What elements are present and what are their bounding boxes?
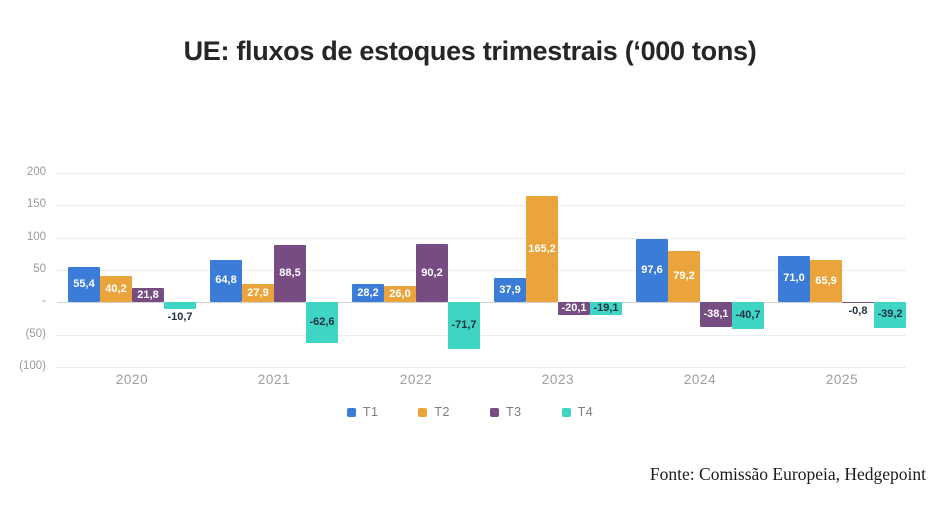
x-tick-label-2024: 2024 (683, 372, 717, 387)
bar-t1-2020 (68, 266, 100, 303)
bar-t4-2020 (164, 302, 196, 310)
bar-t4-2025 (874, 302, 906, 328)
bar-t3-2024 (700, 302, 732, 327)
bar-value-label: 27,9 (247, 287, 269, 300)
y-tick-label: 200 (26, 166, 46, 178)
bar-t1-2022 (352, 284, 384, 303)
bar-value-label: -71,7 (451, 319, 477, 332)
gridline (57, 205, 905, 207)
x-tick-label-2022: 2022 (399, 372, 433, 387)
bar-value-label: 79,2 (673, 270, 695, 283)
legend-label: T2 (434, 405, 450, 419)
zero-line (57, 302, 905, 304)
legend-item-t3: T3 (490, 405, 522, 419)
legend: T1 T2 T3 T4 (0, 405, 940, 419)
bar-value-label: 64,8 (215, 274, 237, 287)
bar-t2-2022 (384, 285, 416, 303)
bar-t4-2022 (448, 302, 480, 349)
bar-value-label: 28,2 (357, 287, 379, 300)
bar-value-label: -20,1 (561, 302, 587, 315)
bar-t2-2020 (100, 276, 132, 303)
bar-t3-2022 (416, 244, 448, 303)
x-tick-label-2023: 2023 (541, 372, 575, 387)
bar-t2-2024 (668, 251, 700, 303)
bar-value-label: 21,8 (137, 289, 159, 302)
y-tick-label: - (42, 295, 46, 308)
gridline (57, 367, 905, 368)
legend-swatch-t1 (346, 407, 356, 417)
legend-swatch-t3 (490, 407, 499, 417)
legend-item-t4: T4 (561, 405, 594, 419)
bar-t1-2024 (636, 239, 668, 303)
bar-chart: 200 150 100 50 - (50) (100) 55,4 40,2 21,8 -10,7 6… (0, 166, 940, 443)
bar-value-label: -39,2 (877, 308, 903, 321)
gridline (57, 270, 905, 271)
page-title: UE: fluxos de estoques trimestrais (‘000… (183, 36, 757, 66)
bar-t3-2021 (274, 245, 306, 303)
x-tick-label-2020: 2020 (115, 372, 149, 387)
bar-value-label: -40,7 (735, 309, 761, 322)
bar-t3-2025 (842, 302, 874, 303)
x-axis: 2020 2021 2022 2023 2024 2025 (57, 372, 905, 392)
gridline (57, 334, 905, 336)
bar-t2-2021 (242, 284, 274, 303)
bar-value-label: 71,0 (783, 272, 805, 285)
bar-t2-2023 (526, 195, 558, 303)
bar-value-label: -62,6 (309, 316, 335, 329)
bar-t1-2023 (494, 277, 526, 303)
bar-t4-2024 (732, 302, 764, 329)
bar-value-label: 88,5 (279, 267, 301, 280)
plot-area: 55,4 40,2 21,8 -10,7 64,8 27,9 88,5 -62,6 28,2 26… (57, 173, 906, 368)
bar-value-label: -19,1 (593, 302, 619, 315)
gridline (57, 237, 905, 239)
bar-t1-2025 (778, 256, 810, 303)
bar-value-label: -0,8 (848, 304, 868, 317)
y-tick-label: 150 (26, 198, 46, 211)
y-tick-label: 50 (33, 263, 46, 275)
x-tick-label-2025: 2025 (825, 372, 859, 387)
bar-value-label: 40,2 (105, 283, 127, 296)
bar-t3-2020 (132, 288, 164, 303)
y-tick-label: 100 (26, 230, 46, 243)
bar-value-label: 97,6 (641, 264, 663, 277)
bar-value-label: 55,4 (73, 277, 95, 290)
gridline (57, 173, 905, 174)
bar-value-label: -10,7 (167, 311, 193, 324)
x-tick-label-2021: 2021 (257, 372, 291, 387)
bar-t4-2023 (590, 302, 622, 315)
bar-value-label: 165,2 (528, 242, 556, 255)
legend-label: T1 (362, 405, 379, 419)
bar-value-label: 90,2 (421, 267, 443, 279)
y-tick-label: (50) (25, 327, 46, 340)
bar-value-label: 37,9 (499, 283, 521, 296)
bar-value-label: 26,0 (389, 287, 411, 300)
bar-value-label: -38,1 (703, 308, 729, 321)
source-credit: Fonte: Comissão Europeia, Hedgepoint (649, 464, 926, 484)
legend-label: T4 (577, 405, 594, 419)
bar-value-label: 65,9 (815, 274, 837, 287)
bar-t3-2023 (558, 302, 590, 316)
y-axis: 200 150 100 50 - (50) (100) (0, 166, 46, 372)
legend-item-t2: T2 (418, 405, 450, 419)
legend-item-t1: T1 (346, 405, 379, 419)
bar-t4-2021 (306, 302, 338, 343)
legend-swatch-t2 (418, 407, 428, 417)
bar-t2-2025 (810, 259, 842, 303)
legend-label: T3 (506, 405, 522, 419)
legend-swatch-t4 (561, 407, 571, 417)
y-tick-label: (100) (19, 360, 46, 372)
bar-t1-2021 (210, 260, 242, 303)
